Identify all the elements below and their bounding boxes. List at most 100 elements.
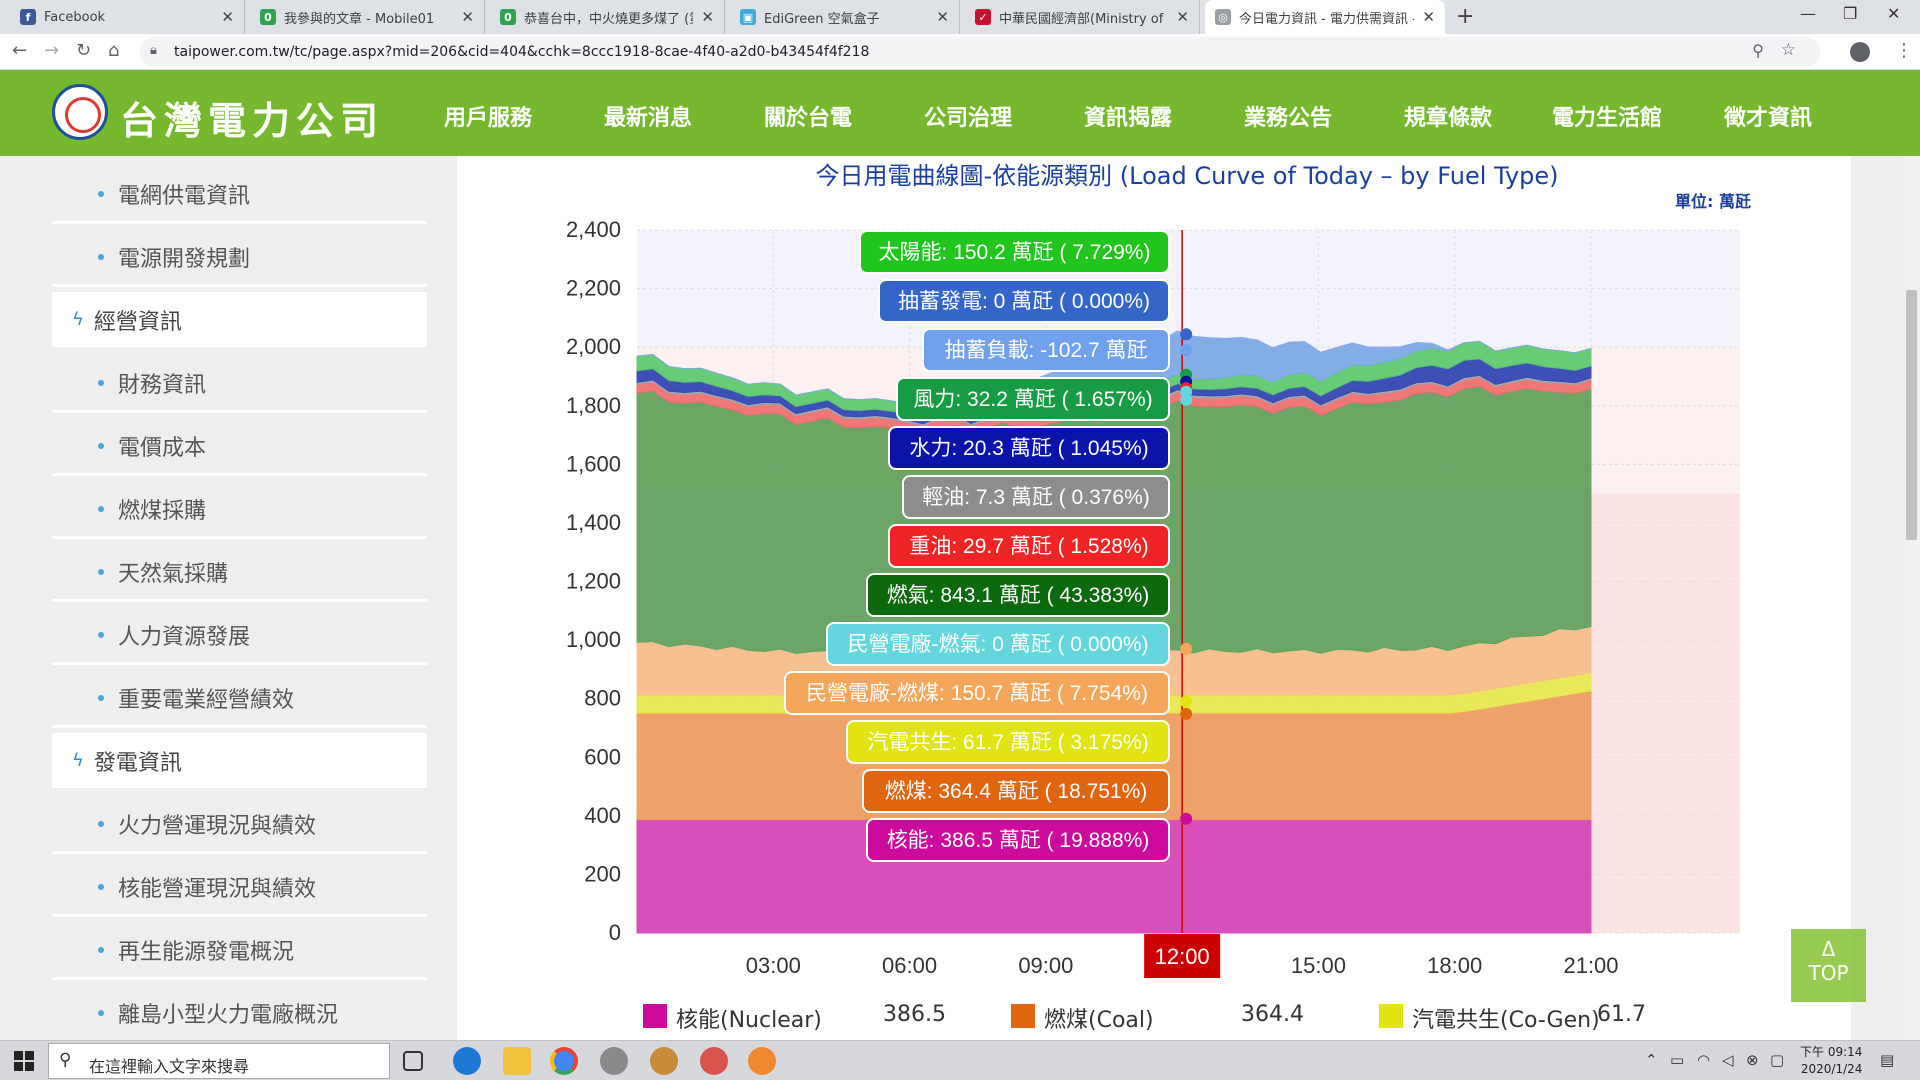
sidebar-category[interactable]: ϟ 經營資訊 xyxy=(52,292,427,350)
chrome-icon[interactable] xyxy=(550,1047,578,1075)
app-icon-2[interactable] xyxy=(650,1047,678,1075)
sidebar-item-label: 電網供電資訊 xyxy=(118,183,251,209)
tray-chevron-icon[interactable]: ⌃ xyxy=(1645,1051,1658,1069)
tooltip-label: 輕油: 7.3 萬瓩 ( 0.376%) xyxy=(922,486,1150,509)
sidebar-item[interactable]: 電網供電資訊 xyxy=(52,166,427,224)
app-icon-3[interactable] xyxy=(700,1047,728,1075)
volume-icon[interactable]: ◁ xyxy=(1722,1051,1734,1069)
search-placeholder: 在這裡輸入文字來搜尋 xyxy=(89,1057,250,1076)
profile-avatar-icon[interactable] xyxy=(1850,42,1870,62)
system-clock[interactable]: 下午 09:14 2020/1/24 xyxy=(1800,1044,1862,1078)
lock-icon[interactable]: 🔒︎ xyxy=(150,43,157,58)
nav-item[interactable]: 關於台電 xyxy=(764,106,853,131)
tooltip-label: 抽蓄發電: 0 萬瓩 ( 0.000%) xyxy=(898,290,1150,313)
sidebar-item[interactable]: 重要電業經營績效 xyxy=(52,670,427,728)
sidebar-item-label: 離島小型火力電廠概況 xyxy=(118,1002,339,1028)
close-tab-icon[interactable]: ✕ xyxy=(1422,8,1435,26)
site-logo-text[interactable]: 台灣電力公司 xyxy=(120,98,385,143)
nav-item[interactable]: 規章條款 xyxy=(1404,106,1493,131)
sidebar-item-label: 財務資訊 xyxy=(118,372,207,398)
nav-item[interactable]: 電力生活館 xyxy=(1552,106,1663,131)
cursor-time-badge xyxy=(1144,934,1221,978)
reload-icon[interactable]: ↻ xyxy=(76,40,92,61)
windows-start-icon[interactable] xyxy=(14,1051,34,1071)
sidebar-item[interactable]: 電價成本 xyxy=(52,418,427,476)
browser-tab[interactable]: ✓ 中華民國經濟部(Ministry of Eco ✕ xyxy=(965,0,1200,34)
nav-item[interactable]: 資訊揭露 xyxy=(1084,106,1173,131)
file-explorer-icon[interactable] xyxy=(503,1047,531,1075)
close-tab-icon[interactable]: ✕ xyxy=(221,8,234,26)
home-icon[interactable]: ⌂ xyxy=(108,40,120,61)
nav-item[interactable]: 用戶服務 xyxy=(444,106,533,131)
sidebar-item-label: 天然氣採購 xyxy=(118,561,229,587)
network-icon[interactable]: ◠ xyxy=(1697,1051,1711,1069)
sidebar-item[interactable]: 天然氣採購 xyxy=(52,544,427,602)
legend-name[interactable]: 燃煤(Coal) xyxy=(1044,1008,1154,1033)
minimize-button[interactable]: — xyxy=(1800,4,1816,23)
sidebar-item[interactable]: 電源開發規劃 xyxy=(52,229,427,287)
blender-icon[interactable] xyxy=(748,1047,776,1075)
battery-icon[interactable]: ▭ xyxy=(1670,1051,1685,1069)
notification-icon[interactable]: ▤ xyxy=(1880,1051,1895,1069)
tab-title: 恭喜台中，中火燒更多煤了 (第1... xyxy=(524,11,693,27)
browser-tab[interactable]: 0 我參與的文章 - Mobile01 ✕ xyxy=(250,0,485,34)
nav-item[interactable]: 徵才資訊 xyxy=(1724,106,1813,131)
url-input[interactable]: 🔒︎ taipower.com.tw/tc/page.aspx?mid=206&… xyxy=(140,37,1820,67)
sidebar-item[interactable]: 財務資訊 xyxy=(52,355,427,413)
legend-name[interactable]: 核能(Nuclear) xyxy=(676,1008,822,1033)
page-scrollbar[interactable] xyxy=(1903,156,1920,1040)
close-window-button[interactable]: ✕ xyxy=(1887,4,1901,23)
sidebar-item[interactable]: 人力資源發展 xyxy=(52,607,427,665)
nav-item[interactable]: 最新消息 xyxy=(604,106,693,131)
legend-name[interactable]: 汽電共生(Co-Gen) xyxy=(1412,1008,1600,1033)
clock-date: 2020/1/24 xyxy=(1800,1062,1863,1076)
sidebar-item[interactable]: 再生能源發電概況 xyxy=(52,922,427,980)
bookmark-star-icon[interactable]: ☆ xyxy=(1780,40,1796,60)
close-tab-icon[interactable]: ✕ xyxy=(701,8,714,26)
back-to-top-button[interactable]: Δ TOP xyxy=(1791,929,1866,1002)
sidebar-item-label: 發電資訊 xyxy=(93,750,182,776)
browser-tab[interactable]: ▣ EdiGreen 空氣盒子 ✕ xyxy=(730,0,960,34)
nav-item[interactable]: 公司治理 xyxy=(924,106,1013,131)
legend-swatch[interactable] xyxy=(1011,1004,1035,1028)
scrollbar-thumb[interactable] xyxy=(1906,290,1917,540)
browser-tab[interactable]: 0 恭喜台中，中火燒更多煤了 (第1... ✕ xyxy=(490,0,725,34)
sidebar-item[interactable]: 核能營運現況與績效 xyxy=(52,859,427,917)
input-mode-icon[interactable]: ▢ xyxy=(1770,1051,1785,1069)
sidebar-item[interactable]: 燃煤採購 xyxy=(52,481,427,539)
browser-menu-icon[interactable]: ⋮ xyxy=(1895,40,1913,61)
zoom-icon[interactable]: ⚲ xyxy=(1752,41,1764,60)
tooltip-row xyxy=(922,328,1170,372)
taipower-logo-icon[interactable] xyxy=(52,84,108,140)
site-header: 台灣電力公司 用戶服務 最新消息 關於台電 公司治理 資訊揭露 業務公告 規章條款 電力生活館… xyxy=(0,70,1920,170)
legend-value: 364.4 xyxy=(1241,1002,1304,1027)
close-tab-icon[interactable]: ✕ xyxy=(461,8,474,26)
x-tick-label: 15:00 xyxy=(1291,953,1346,978)
tooltip-label: 民營電廠-燃氣: 0 萬瓩 ( 0.000%) xyxy=(847,633,1148,656)
browser-tab[interactable]: f Facebook ✕ xyxy=(10,0,245,34)
task-view-icon[interactable] xyxy=(403,1051,423,1071)
legend-swatch[interactable] xyxy=(1379,1004,1403,1028)
back-icon[interactable]: ← xyxy=(12,40,28,61)
new-tab-button[interactable]: + xyxy=(1456,4,1475,29)
ime-icon[interactable]: ⊗ xyxy=(1746,1051,1759,1069)
maximize-button[interactable]: ❐ xyxy=(1843,4,1858,23)
taskbar-search-input[interactable]: ⚲ 在這裡輸入文字來搜尋 xyxy=(48,1043,390,1079)
forward-icon[interactable]: → xyxy=(44,40,60,61)
sidebar-item[interactable]: 離島小型火力電廠概況 xyxy=(52,985,427,1040)
close-tab-icon[interactable]: ✕ xyxy=(936,8,949,26)
app-icon-1[interactable] xyxy=(600,1047,628,1075)
sidebar-item-label: 燃煤採購 xyxy=(118,498,207,524)
forecast-band xyxy=(1591,493,1740,933)
nav-item[interactable]: 業務公告 xyxy=(1244,106,1333,131)
legend-value: 386.5 xyxy=(883,1002,946,1027)
load-curve-chart[interactable]: 0 200 400 600 800 1,000 1,200 1,400 1,600 1,800 2,… xyxy=(457,206,1851,996)
edge-browser-icon[interactable] xyxy=(453,1047,481,1075)
sidebar-category[interactable]: ϟ 發電資訊 xyxy=(52,733,427,791)
sidebar-item[interactable]: 火力營運現況與績效 xyxy=(52,796,427,854)
url-text[interactable]: taipower.com.tw/tc/page.aspx?mid=206&cid… xyxy=(174,44,870,60)
browser-tab[interactable]: ◎ 今日電力資訊 - 電力供需資訊 - ... ✕ xyxy=(1205,0,1445,34)
close-tab-icon[interactable]: ✕ xyxy=(1176,8,1189,26)
y-tick-label: 2,400 xyxy=(566,217,621,242)
legend-swatch[interactable] xyxy=(643,1004,667,1028)
